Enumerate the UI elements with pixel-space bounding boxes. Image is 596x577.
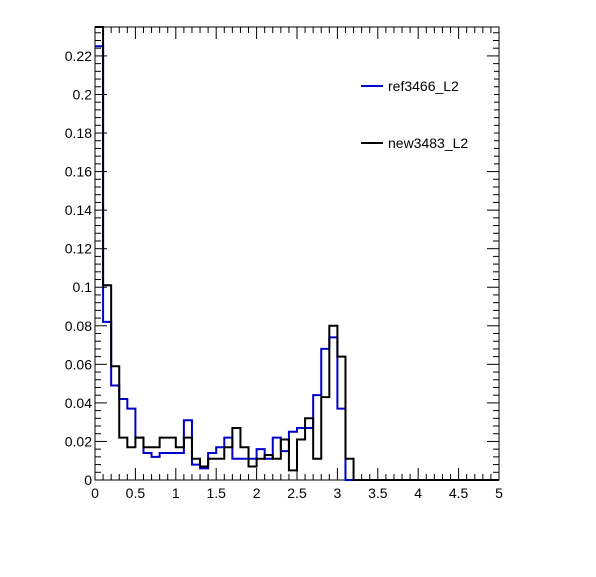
legend-label-1: ref3466_L2 <box>388 78 459 94</box>
y-tick-label: 0.08 <box>65 318 92 334</box>
x-tick-label: 3.5 <box>368 485 388 501</box>
x-tick-label: 2.5 <box>287 485 307 501</box>
legend-box <box>356 66 494 168</box>
y-tick-label: 0.16 <box>65 164 92 180</box>
y-tick-label: 0 <box>84 472 92 488</box>
y-tick-label: 0.1 <box>73 279 93 295</box>
y-tick-label: 0.06 <box>65 356 92 372</box>
x-tick-label: 0 <box>91 485 99 501</box>
x-tick-label: 0.5 <box>126 485 146 501</box>
x-tick-label: 5 <box>495 485 503 501</box>
y-tick-label: 0.2 <box>73 86 93 102</box>
legend-label-2: new3483_L2 <box>388 135 468 151</box>
y-tick-label: 0.12 <box>65 241 92 257</box>
x-tick-label: 2 <box>253 485 261 501</box>
x-tick-label: 1 <box>172 485 180 501</box>
y-tick-label: 0.04 <box>65 395 92 411</box>
y-tick-label: 0.02 <box>65 433 92 449</box>
y-tick-label: 0.22 <box>65 48 92 64</box>
y-tick-label: 0.14 <box>65 202 92 218</box>
x-tick-label: 3 <box>334 485 342 501</box>
x-tick-label: 4.5 <box>449 485 469 501</box>
y-tick-label: 0.18 <box>65 125 92 141</box>
x-tick-label: 1.5 <box>206 485 226 501</box>
x-tick-label: 4 <box>414 485 422 501</box>
series-line-2 <box>95 26 499 481</box>
